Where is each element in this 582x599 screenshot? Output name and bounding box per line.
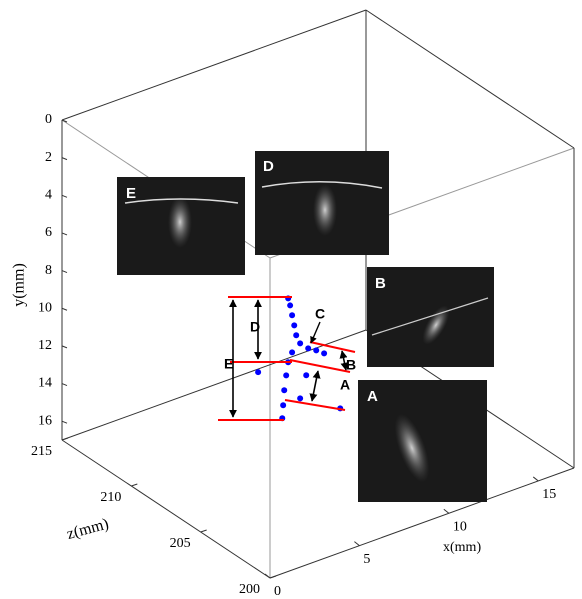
z-tick-label: 200 bbox=[239, 582, 260, 597]
y-tick bbox=[61, 345, 68, 349]
y-tick-label: 16 bbox=[38, 413, 52, 428]
image-label: D bbox=[263, 158, 274, 175]
arrow bbox=[309, 370, 321, 402]
x-tick-label: 5 bbox=[363, 552, 370, 567]
image-panels: E D B A bbox=[117, 151, 494, 502]
z-tick bbox=[61, 437, 69, 441]
y-tick bbox=[61, 270, 68, 274]
y-tick bbox=[61, 119, 68, 123]
x-tick bbox=[264, 573, 271, 579]
z-tick bbox=[269, 575, 277, 579]
box-edge bbox=[61, 439, 271, 579]
x-tick bbox=[354, 541, 360, 547]
point bbox=[255, 369, 262, 376]
arrow bbox=[339, 350, 349, 371]
x-tick-label: 10 bbox=[453, 520, 467, 535]
point bbox=[283, 372, 290, 379]
arrow bbox=[310, 321, 321, 344]
point bbox=[297, 340, 304, 347]
z-tick-label: 215 bbox=[31, 444, 52, 459]
y-tick bbox=[61, 307, 68, 311]
point bbox=[303, 372, 310, 379]
point bbox=[305, 345, 312, 352]
annotation: A bbox=[340, 377, 350, 393]
image-label: B bbox=[375, 275, 386, 292]
y-tick-label: 10 bbox=[38, 300, 52, 315]
y-axis-label: y(mm) bbox=[11, 263, 28, 307]
point bbox=[289, 349, 296, 356]
box-edge bbox=[61, 9, 367, 121]
y-tick-label: 6 bbox=[45, 225, 52, 240]
image-panel: B bbox=[367, 267, 494, 367]
point bbox=[297, 395, 304, 402]
y-tick-label: 14 bbox=[38, 376, 52, 391]
x-tick bbox=[443, 508, 450, 514]
y-tick-label: 8 bbox=[45, 263, 52, 278]
y-tick-label: 2 bbox=[45, 150, 52, 165]
y-tick bbox=[61, 420, 68, 424]
annotation: C bbox=[315, 306, 325, 322]
annotations: A B C D E bbox=[224, 306, 356, 393]
point bbox=[293, 332, 300, 339]
image-panel: E bbox=[117, 177, 245, 275]
point bbox=[281, 387, 288, 394]
y-tick bbox=[61, 157, 68, 161]
annotation: D bbox=[250, 319, 260, 335]
annotation: E bbox=[224, 356, 233, 372]
x-axis-label: x(mm) bbox=[443, 540, 481, 555]
z-tick bbox=[131, 483, 138, 487]
y-tick-label: 0 bbox=[45, 112, 52, 127]
x-tick-label: 15 bbox=[542, 487, 556, 502]
z-tick-label: 205 bbox=[170, 536, 191, 551]
z-tick-label: 210 bbox=[100, 490, 121, 505]
y-tick bbox=[61, 383, 68, 386]
z-tick bbox=[200, 529, 207, 533]
y-tick-label: 4 bbox=[45, 188, 52, 203]
box-edge bbox=[61, 329, 367, 441]
image-panel: A bbox=[358, 380, 487, 502]
y-tick bbox=[61, 194, 68, 198]
point bbox=[280, 402, 287, 409]
measure-lines bbox=[218, 296, 356, 421]
red-line bbox=[289, 359, 351, 373]
y-tick-label: 12 bbox=[38, 338, 52, 353]
red-line bbox=[284, 399, 346, 411]
image-panel: D bbox=[255, 151, 389, 255]
point bbox=[287, 302, 294, 309]
x-tick-label: 0 bbox=[274, 584, 281, 599]
image-label: E bbox=[126, 185, 136, 202]
box-edge bbox=[365, 9, 575, 149]
point bbox=[289, 312, 296, 319]
z-axis-label: z(mm) bbox=[65, 515, 111, 542]
point bbox=[291, 322, 298, 329]
annotation: B bbox=[346, 357, 356, 373]
image-label: A bbox=[367, 388, 378, 405]
box-edge bbox=[269, 467, 575, 579]
point bbox=[313, 347, 320, 354]
x-tick bbox=[532, 476, 539, 482]
point bbox=[321, 350, 328, 357]
y-tick bbox=[61, 232, 68, 236]
